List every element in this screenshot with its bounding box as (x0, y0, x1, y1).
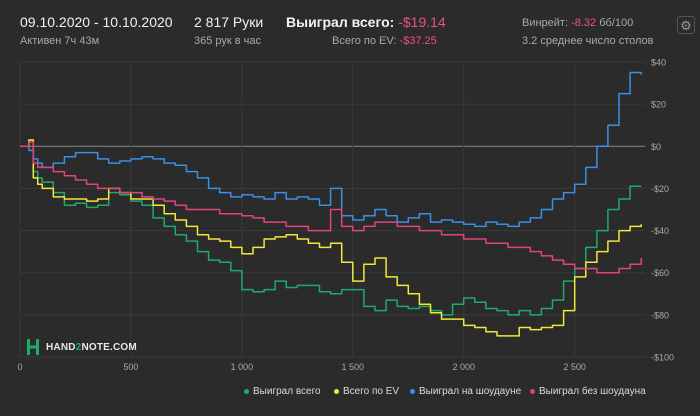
ev-total-value: -$37.25 (399, 35, 437, 47)
won-total-value: -$19.14 (398, 14, 446, 30)
legend-dot (244, 389, 249, 394)
legend-item-won-showdown[interactable]: Выиграл на шоудауне (410, 386, 521, 397)
logo-text: HAND2NOTE.COM (46, 341, 137, 353)
y-tick-label: $40 (651, 58, 666, 68)
y-tick-label: -$20 (651, 184, 669, 194)
series-won-nonshowdown (20, 141, 642, 274)
hand2note-logo-icon (26, 338, 40, 356)
x-tick-label: 2 000 (452, 362, 475, 372)
legend-item-ev-total[interactable]: Всего по EV (334, 386, 399, 397)
winrate-unit: бб/100 (599, 17, 634, 29)
hands-per-hour: 365 рук в час (194, 35, 262, 47)
legend-label: Выиграл всего (253, 386, 321, 397)
series-won-total (20, 139, 642, 316)
legend-dot (530, 389, 535, 394)
winrate-label: Винрейт: (522, 17, 569, 29)
y-tick-label: -$40 (651, 226, 669, 236)
legend-label: Всего по EV (343, 386, 400, 397)
ev-total: Всего по EV: -$37.25 (332, 35, 437, 47)
legend-dot (334, 389, 339, 394)
x-tick-label: 2 500 (563, 362, 586, 372)
x-tick-label: 0 (17, 362, 22, 372)
y-tick-label: $20 (651, 100, 666, 110)
x-tick-label: 500 (123, 362, 138, 372)
active-time: Активен 7ч 43м (20, 35, 100, 47)
legend-item-won-total[interactable]: Выиграл всего (244, 386, 321, 397)
legend-dot (410, 389, 415, 394)
series-ev-total (20, 139, 642, 337)
series-won-showdown (20, 71, 642, 228)
hands-count: 2 817 Руки (194, 14, 264, 30)
gear-icon[interactable]: ⚙ (677, 16, 695, 34)
date-range: 09.10.2020 - 10.10.2020 (20, 14, 173, 30)
x-tick-label: 1 500 (342, 362, 365, 372)
y-tick-label: -$60 (651, 268, 669, 278)
legend-label: Выиграл без шоудауна (539, 386, 646, 397)
y-tick-label: -$100 (651, 353, 674, 363)
legend-item-won-nonshowdown[interactable]: Выиграл без шоудауна (530, 386, 646, 397)
avg-tables: 3.2 среднее число столов (522, 35, 654, 47)
legend-label: Выиграл на шоудауне (419, 386, 522, 397)
x-tick-label: 1 000 (231, 362, 254, 372)
winrate: Винрейт: -8.32 бб/100 (522, 17, 633, 29)
y-tick-label: -$80 (651, 310, 669, 320)
hand2note-logo: HAND2NOTE.COM (26, 338, 137, 356)
ev-total-label: Всего по EV: (332, 35, 397, 47)
winrate-value: -8.32 (571, 17, 597, 29)
won-total-label: Выиграл всего: (286, 14, 395, 30)
y-tick-label: $0 (651, 142, 661, 152)
won-total: Выиграл всего: -$19.14 (286, 14, 446, 30)
stats-header: 09.10.2020 - 10.10.2020 Активен 7ч 43м 2… (0, 0, 700, 56)
chart-legend: Выиграл всего Всего по EV Выиграл на шоу… (0, 386, 700, 402)
